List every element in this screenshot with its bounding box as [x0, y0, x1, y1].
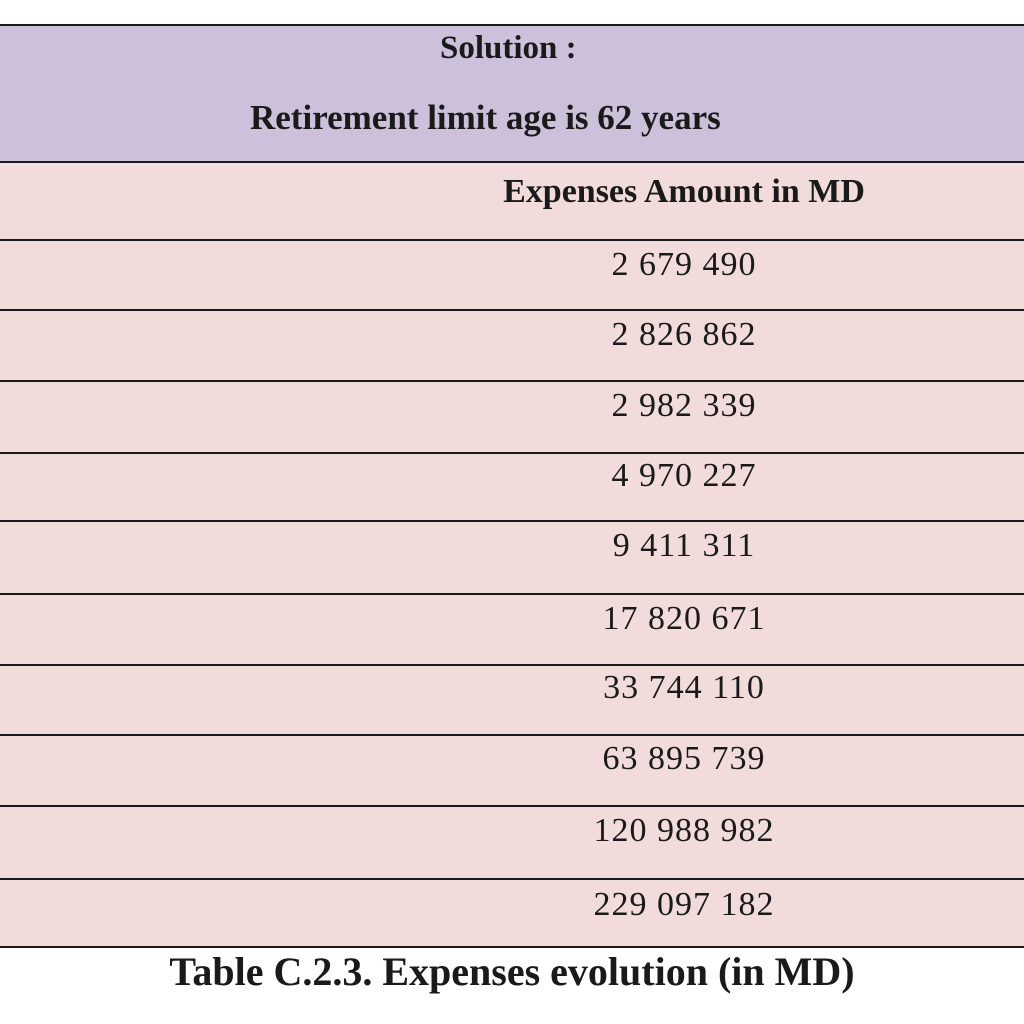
- table-title: Solution :: [440, 30, 577, 66]
- table-row: 33 744 110: [0, 666, 1024, 736]
- expenses-table: Solution : Retirement limit age is 62 ye…: [0, 24, 1024, 948]
- table-row: 17 820 671: [0, 595, 1024, 666]
- expense-value: 120 988 982: [593, 812, 775, 849]
- table-title-block: Solution : Retirement limit age is 62 ye…: [0, 26, 1024, 163]
- expense-value: 33 744 110: [603, 669, 765, 706]
- expense-value: 2 982 339: [611, 387, 757, 424]
- table-row: 63 895 739: [0, 736, 1024, 807]
- table-subtitle: Retirement limit age is 62 years: [250, 98, 721, 137]
- table-row: 4 970 227: [0, 454, 1024, 522]
- expense-value: 229 097 182: [593, 886, 775, 923]
- expense-value: 4 970 227: [611, 457, 757, 494]
- expense-value: 9 411 311: [612, 527, 756, 564]
- table-row: 2 982 339: [0, 382, 1024, 454]
- expense-value: 17 820 671: [602, 600, 766, 637]
- table-row: 2 679 490: [0, 241, 1024, 311]
- column-header-row: Expenses Amount in MD: [0, 163, 1024, 241]
- column-header: Expenses Amount in MD: [503, 173, 865, 210]
- table-row: 120 988 982: [0, 807, 1024, 880]
- table-row: 229 097 182: [0, 880, 1024, 946]
- table-caption: Table C.2.3. Expenses evolution (in MD): [169, 949, 855, 994]
- expense-value: 2 679 490: [611, 246, 757, 283]
- expense-value: 2 826 862: [611, 316, 757, 353]
- expense-value: 63 895 739: [602, 740, 766, 777]
- table-row: 9 411 311: [0, 522, 1024, 595]
- table-row: 2 826 862: [0, 311, 1024, 382]
